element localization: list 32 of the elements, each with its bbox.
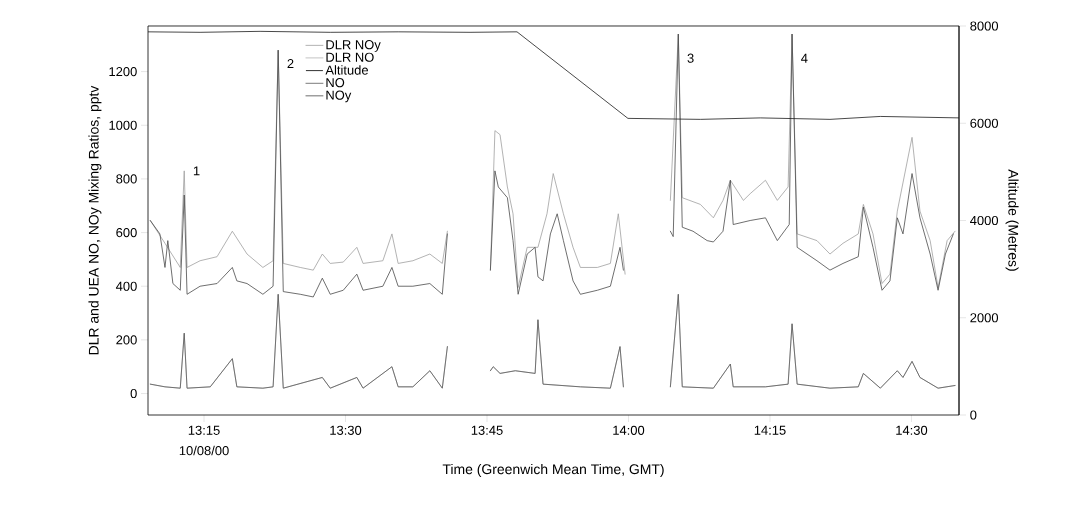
y-tick-label: 1200 [109, 67, 137, 77]
annotation: 3 [687, 53, 694, 63]
line-series [148, 30, 960, 120]
x-tick-label: 13:30 [330, 425, 362, 435]
y-tick-label: 200 [116, 335, 137, 345]
x-tick-label: 14:00 [613, 425, 645, 435]
legend-label: NOy [326, 90, 352, 103]
x-tick-label: 13:15 [188, 425, 220, 435]
y-axis-title: DLR and UEA NO, NOy Mixing Ratios, pptv [88, 85, 102, 355]
annotation: 2 [287, 59, 294, 69]
legend-label: NO [326, 78, 345, 88]
y2-axis-title: Altitude (Metres) [1005, 169, 1019, 271]
legend-label: DLR NOy [326, 40, 381, 52]
x-tick-label: 13:45 [471, 425, 503, 435]
y2-tick-label: 4000 [970, 215, 999, 226]
x-tick-label: 14:15 [754, 425, 786, 435]
y2-tick-label: 8000 [970, 21, 999, 31]
annotation: 4 [801, 53, 808, 63]
x-axis-title: Time (Greenwich Mean Time, GMT) [442, 463, 664, 477]
y-tick-label: 400 [115, 281, 137, 291]
annotation: 1 [193, 166, 200, 176]
legend-label: DLR NO [326, 52, 374, 62]
legend-label: Altitude [325, 65, 368, 75]
y2-tick-label: 2000 [970, 313, 999, 323]
y-tick-label: 800 [116, 174, 137, 184]
y-tick-label: 0 [130, 388, 137, 399]
y-tick-label: 600 [116, 227, 137, 238]
y2-tick-label: 6000 [970, 118, 999, 128]
text: 10/08/00 [179, 445, 229, 456]
x-tick-label: 14:30 [896, 425, 928, 435]
y-tick-label: 1000 [109, 120, 137, 130]
y2-tick-label: 0 [970, 410, 977, 420]
